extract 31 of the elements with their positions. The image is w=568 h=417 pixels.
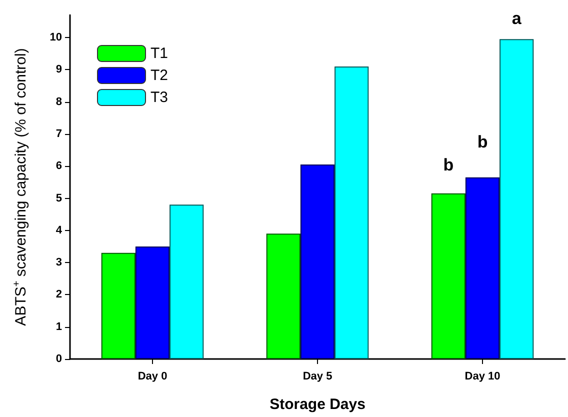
legend-label: T1 <box>150 45 168 62</box>
bar <box>300 164 335 359</box>
annotation: b <box>443 155 454 174</box>
bar <box>465 177 500 359</box>
bar <box>101 252 136 359</box>
x-axis-title: Storage Days <box>270 396 366 413</box>
x-tick-label: Day 10 <box>464 370 500 382</box>
bar <box>334 66 369 359</box>
bar <box>500 39 534 359</box>
y-axis-title: ABTS+ scavenging capacity (% of control) <box>12 48 30 326</box>
bar <box>135 246 170 359</box>
y-tick-label: 10 <box>50 32 62 44</box>
y-tick-label: 5 <box>56 192 62 204</box>
bar <box>431 193 466 359</box>
y-tick-label: 8 <box>56 96 62 108</box>
annotation: b <box>477 132 488 152</box>
y-tick-label: 0 <box>56 353 62 365</box>
x-tick-label: Day 5 <box>302 370 332 382</box>
bar <box>170 204 204 359</box>
annotation: a <box>512 9 522 28</box>
x-tick-label: Day 0 <box>138 370 168 382</box>
y-tick-label: 4 <box>56 224 63 236</box>
y-tick-label: 9 <box>56 64 62 76</box>
y-tick-label: 2 <box>56 288 62 301</box>
y-tick-label: 6 <box>56 160 62 172</box>
y-tick-label: 3 <box>56 256 62 269</box>
bar <box>266 234 300 359</box>
legend-label: T3 <box>150 89 168 106</box>
y-tick-label: 1 <box>56 320 62 333</box>
legend-label: T2 <box>150 67 168 84</box>
y-tick-label: 7 <box>56 128 62 140</box>
